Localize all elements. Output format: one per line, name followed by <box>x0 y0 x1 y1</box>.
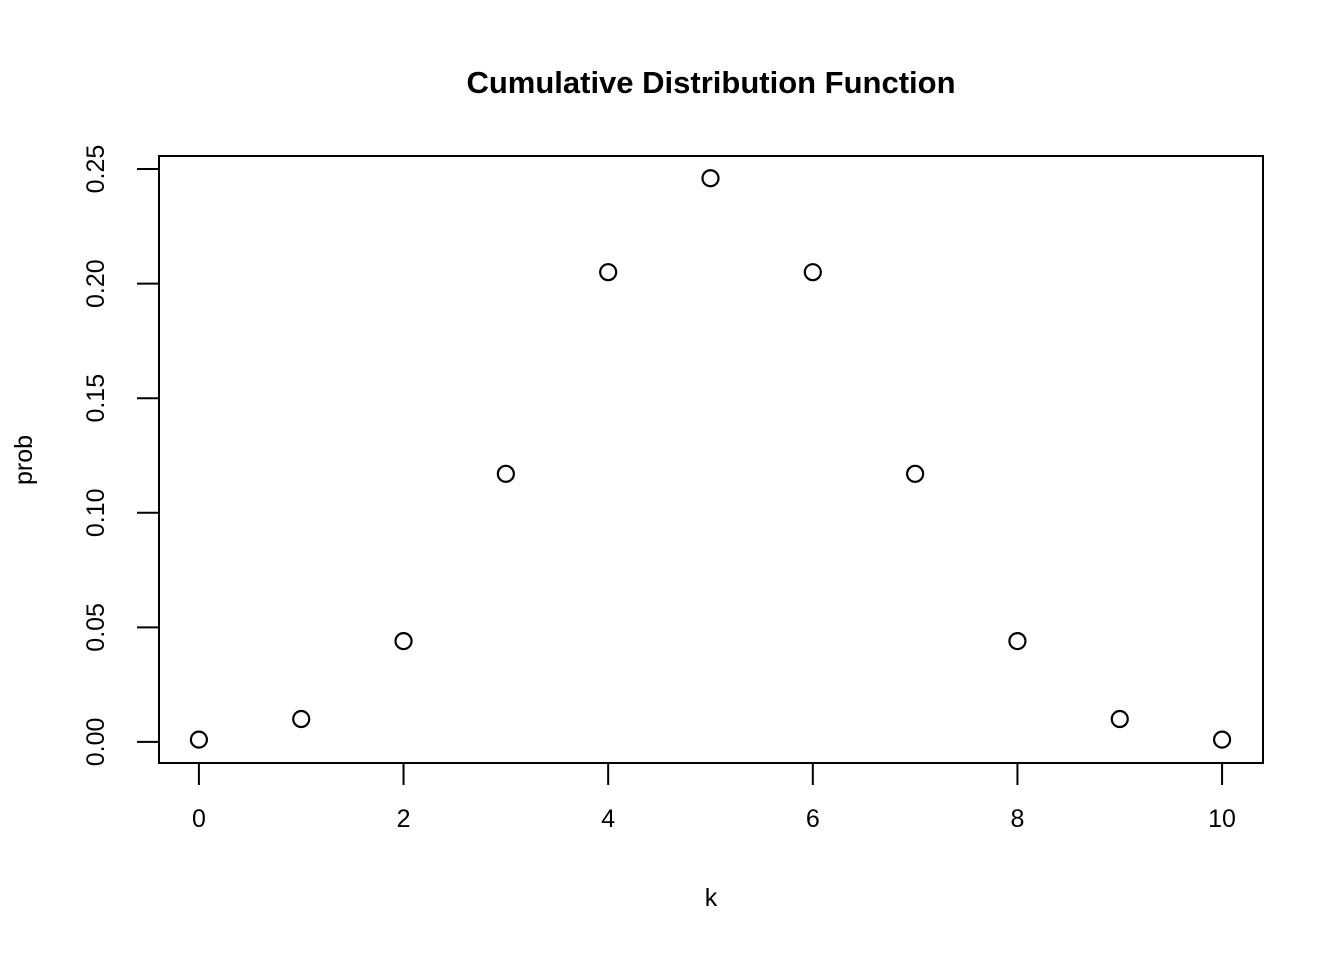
data-point <box>599 263 618 282</box>
x-tick-label: 10 <box>1208 805 1236 833</box>
data-point <box>803 263 822 282</box>
data-point <box>906 464 925 483</box>
y-axis-label: prob <box>10 435 38 485</box>
x-axis-tick-labels: 0 2 4 6 8 10 <box>192 805 1236 833</box>
x-axis-ticks <box>197 763 1224 785</box>
data-point <box>1008 631 1027 651</box>
y-axis-ticks <box>137 168 159 743</box>
x-tick-label: 2 <box>397 805 411 833</box>
y-tick-label: 0.20 <box>82 259 110 308</box>
x-tick-label: 6 <box>806 805 820 833</box>
y-tick-label: 0.00 <box>82 718 110 767</box>
data-point <box>1110 709 1129 729</box>
data-points <box>189 169 1232 749</box>
x-tick-label: 8 <box>1010 805 1024 833</box>
x-tick-label: 0 <box>192 805 206 833</box>
y-tick-label: 0.10 <box>82 488 110 537</box>
data-point <box>701 169 720 188</box>
data-point <box>292 709 311 729</box>
data-point <box>1212 730 1232 749</box>
plot-box <box>158 155 1264 764</box>
y-tick-label: 0.15 <box>82 374 110 423</box>
y-tick-label: 0.05 <box>82 603 110 652</box>
x-tick-label: 4 <box>601 805 615 833</box>
data-point <box>496 464 515 483</box>
y-tick-label: 0.25 <box>82 145 110 194</box>
chart-title: Cumulative Distribution Function <box>466 65 955 100</box>
y-axis-tick-labels: 0.00 0.05 0.10 0.15 0.20 0.25 <box>82 145 110 767</box>
data-point <box>394 631 413 651</box>
data-point <box>189 730 209 749</box>
x-axis-label: k <box>705 884 718 912</box>
